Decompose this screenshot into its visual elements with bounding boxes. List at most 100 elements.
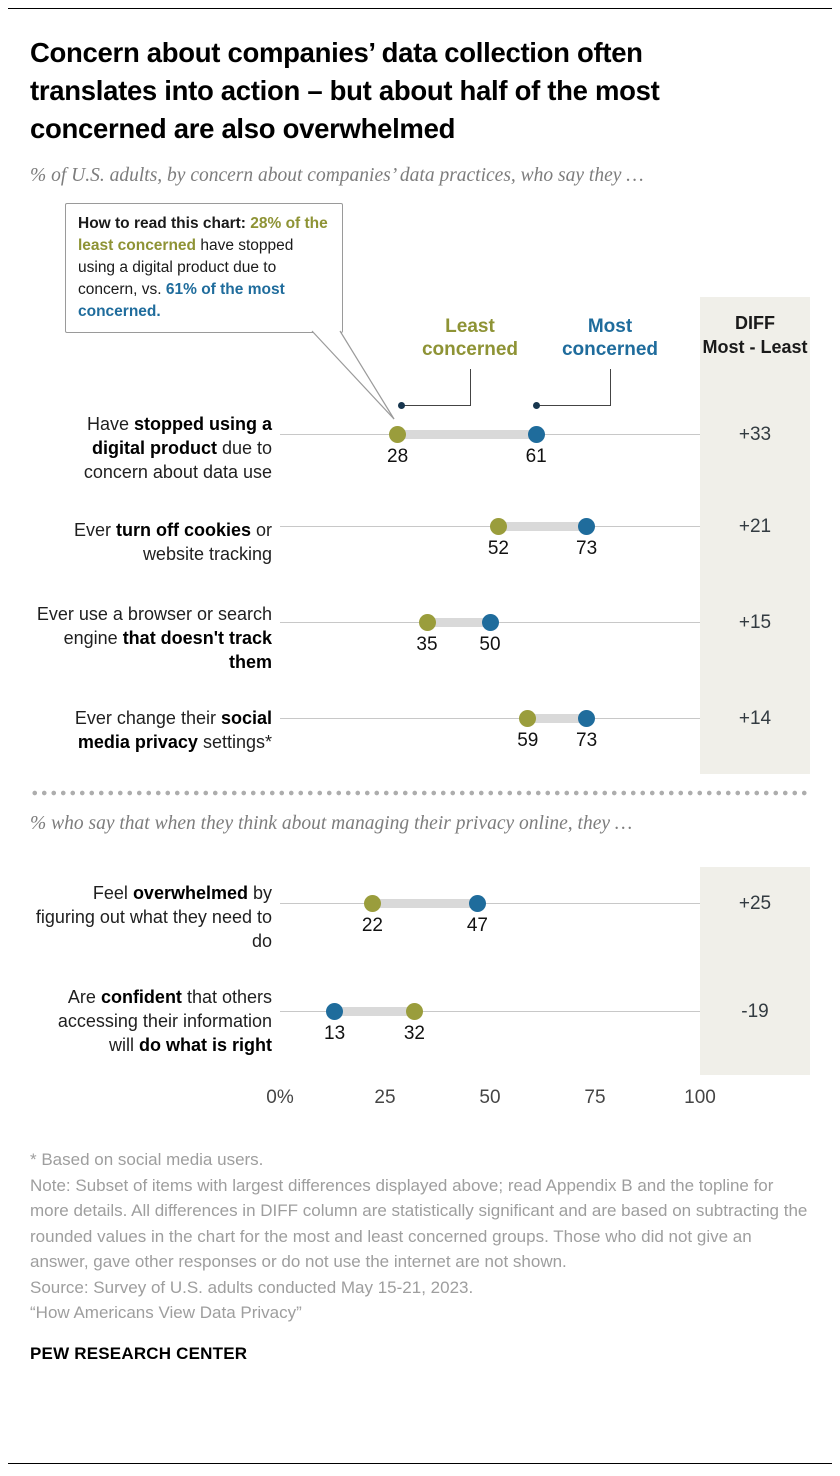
row-label-text: Are confident that others accessing thei… <box>30 985 272 1057</box>
row-label-part: by figuring out what they need to do <box>35 883 272 951</box>
x-axis: 0% 25 50 75 100 <box>30 1075 810 1121</box>
row-label-part: Ever change their <box>74 708 221 728</box>
diff-value: +33 <box>738 424 772 445</box>
axis-spacer <box>30 1075 280 1121</box>
footnotes: * Based on social media users. Note: Sub… <box>30 1147 810 1326</box>
most-value-label: 50 <box>479 634 501 655</box>
most-dot <box>468 895 486 912</box>
row-label: Are confident that others accessing thei… <box>30 967 280 1075</box>
callout-text-part: have stopped using a digital product due… <box>78 237 294 298</box>
most-value-label: 73 <box>576 538 598 559</box>
footnote-note: Note: Subset of items with largest diffe… <box>30 1175 808 1272</box>
most-dot <box>578 710 596 727</box>
dumbbell-connector <box>427 618 490 627</box>
page-title-line: concerned are also overwhelmed <box>30 113 456 144</box>
chart-section-feelings: Feel overwhelmed by figuring out what th… <box>30 867 810 1075</box>
row-label-part: Feel <box>92 883 133 903</box>
row-label-text: Ever turn off cookies or website trackin… <box>30 518 272 566</box>
page-title: Concern about companies’ data collection… <box>30 34 810 148</box>
row-label-part: Have <box>86 414 134 434</box>
row-plot: 22 47 <box>280 867 700 967</box>
row-plot: 35 50 <box>280 590 700 686</box>
most-value-label: 61 <box>525 446 547 467</box>
dumbbell-connector <box>498 522 587 531</box>
axis-spacer <box>700 1075 810 1121</box>
dumbbell-connector <box>527 714 587 723</box>
footnote-asterisk: * Based on social media users. <box>30 1150 264 1169</box>
dumbbell-connector <box>372 899 478 908</box>
dumbbell-connector <box>334 1007 415 1016</box>
least-dot <box>389 426 407 443</box>
row-plot: 52 73 <box>280 494 700 590</box>
diff-cell: +21 <box>700 494 810 590</box>
row-label: Feel overwhelmed by figuring out what th… <box>30 867 280 967</box>
axis-tick-label: 25 <box>374 1087 396 1108</box>
least-pointer-line <box>398 369 471 409</box>
least-dot <box>418 614 436 631</box>
most-dot <box>527 426 545 443</box>
dumbbell-chart: How to read this chart: 28% of the least… <box>30 197 810 774</box>
callout-text: How to read this chart: 28% of the least… <box>78 215 328 320</box>
diff-cell: +25 <box>700 867 810 967</box>
most-value-label: 73 <box>576 730 598 751</box>
diff-value: -19 <box>741 1001 769 1022</box>
axis-tick-label: 100 <box>684 1087 716 1108</box>
least-value-label: 22 <box>361 915 383 936</box>
diff-cell: -19 <box>700 967 810 1075</box>
row-label-bold-part: that doesn't track them <box>122 628 272 672</box>
chart-header: How to read this chart: 28% of the least… <box>30 197 810 420</box>
row-label-bold-part: stopped using a digital product <box>91 414 272 458</box>
callout-text-part: How to read this chart: <box>78 215 251 232</box>
row-label-bold-part: confident <box>100 987 182 1007</box>
row-label-part: Ever <box>73 520 116 540</box>
row-label-part: that others accessing their information … <box>57 987 272 1055</box>
row-baseline <box>280 903 700 904</box>
how-to-read-callout: How to read this chart: 28% of the least… <box>65 203 395 420</box>
axis-tick-track: 0% 25 50 75 100 <box>266 1075 716 1121</box>
row-label: Ever change their social media privacy s… <box>30 686 280 774</box>
most-value-label: 47 <box>466 915 488 936</box>
diff-header-line2: Most - Least <box>702 337 808 357</box>
row-label-bold-part: overwhelmed <box>132 883 248 903</box>
least-dot <box>489 518 507 535</box>
callout-tail <box>311 330 395 420</box>
dumbbell-chart-2: Feel overwhelmed by figuring out what th… <box>30 867 810 1121</box>
row-baseline <box>280 718 700 719</box>
least-value-label: 52 <box>487 538 509 559</box>
row-label-part: settings* <box>197 732 272 752</box>
chart-row: Are confident that others accessing thei… <box>30 967 810 1075</box>
section-divider <box>30 790 810 796</box>
least-value-label: 32 <box>403 1023 425 1044</box>
row-label-text: Have stopped using a digital product due… <box>30 412 272 484</box>
chart-row: Feel overwhelmed by figuring out what th… <box>30 867 810 967</box>
diff-column-header: DIFF Most - Least <box>700 297 810 402</box>
bottom-rule <box>8 1463 832 1464</box>
row-baseline <box>280 1011 700 1012</box>
row-plot: 59 73 <box>280 686 700 774</box>
row-plot: 32 13 <box>280 967 700 1075</box>
pew-research-center-label: PEW RESEARCH CENTER <box>30 1343 248 1363</box>
most-pointer-line <box>533 369 611 409</box>
row-label-part: Are <box>67 987 101 1007</box>
diff-value: +15 <box>738 612 772 633</box>
page-title-line: Concern about companies’ data collection… <box>30 37 643 68</box>
least-value-label: 28 <box>387 446 409 467</box>
diff-cell: +33 <box>700 402 810 494</box>
row-label-part: Ever use a browser or search engine <box>36 604 272 648</box>
diff-cell: +14 <box>700 686 810 774</box>
chart-subtitle: % of U.S. adults, by concern about compa… <box>30 165 644 186</box>
legend-most-label: Most concerned <box>561 316 659 360</box>
row-label-part: or website tracking <box>142 520 272 564</box>
row-label-text: Ever change their social media privacy s… <box>30 706 272 754</box>
most-dot <box>326 1003 344 1020</box>
axis-tick-label: 0% <box>266 1087 294 1108</box>
row-label: Ever use a browser or search engine that… <box>30 590 280 686</box>
legend-least-label: Least concerned <box>421 316 519 360</box>
chart-row: Ever change their social media privacy s… <box>30 686 810 774</box>
dumbbell-connector <box>397 430 537 439</box>
page-title-line: translates into action – but about half … <box>30 75 660 106</box>
most-dot <box>578 518 596 535</box>
callout-text-part: 28% of the least concerned <box>78 215 328 254</box>
least-dot <box>363 895 381 912</box>
